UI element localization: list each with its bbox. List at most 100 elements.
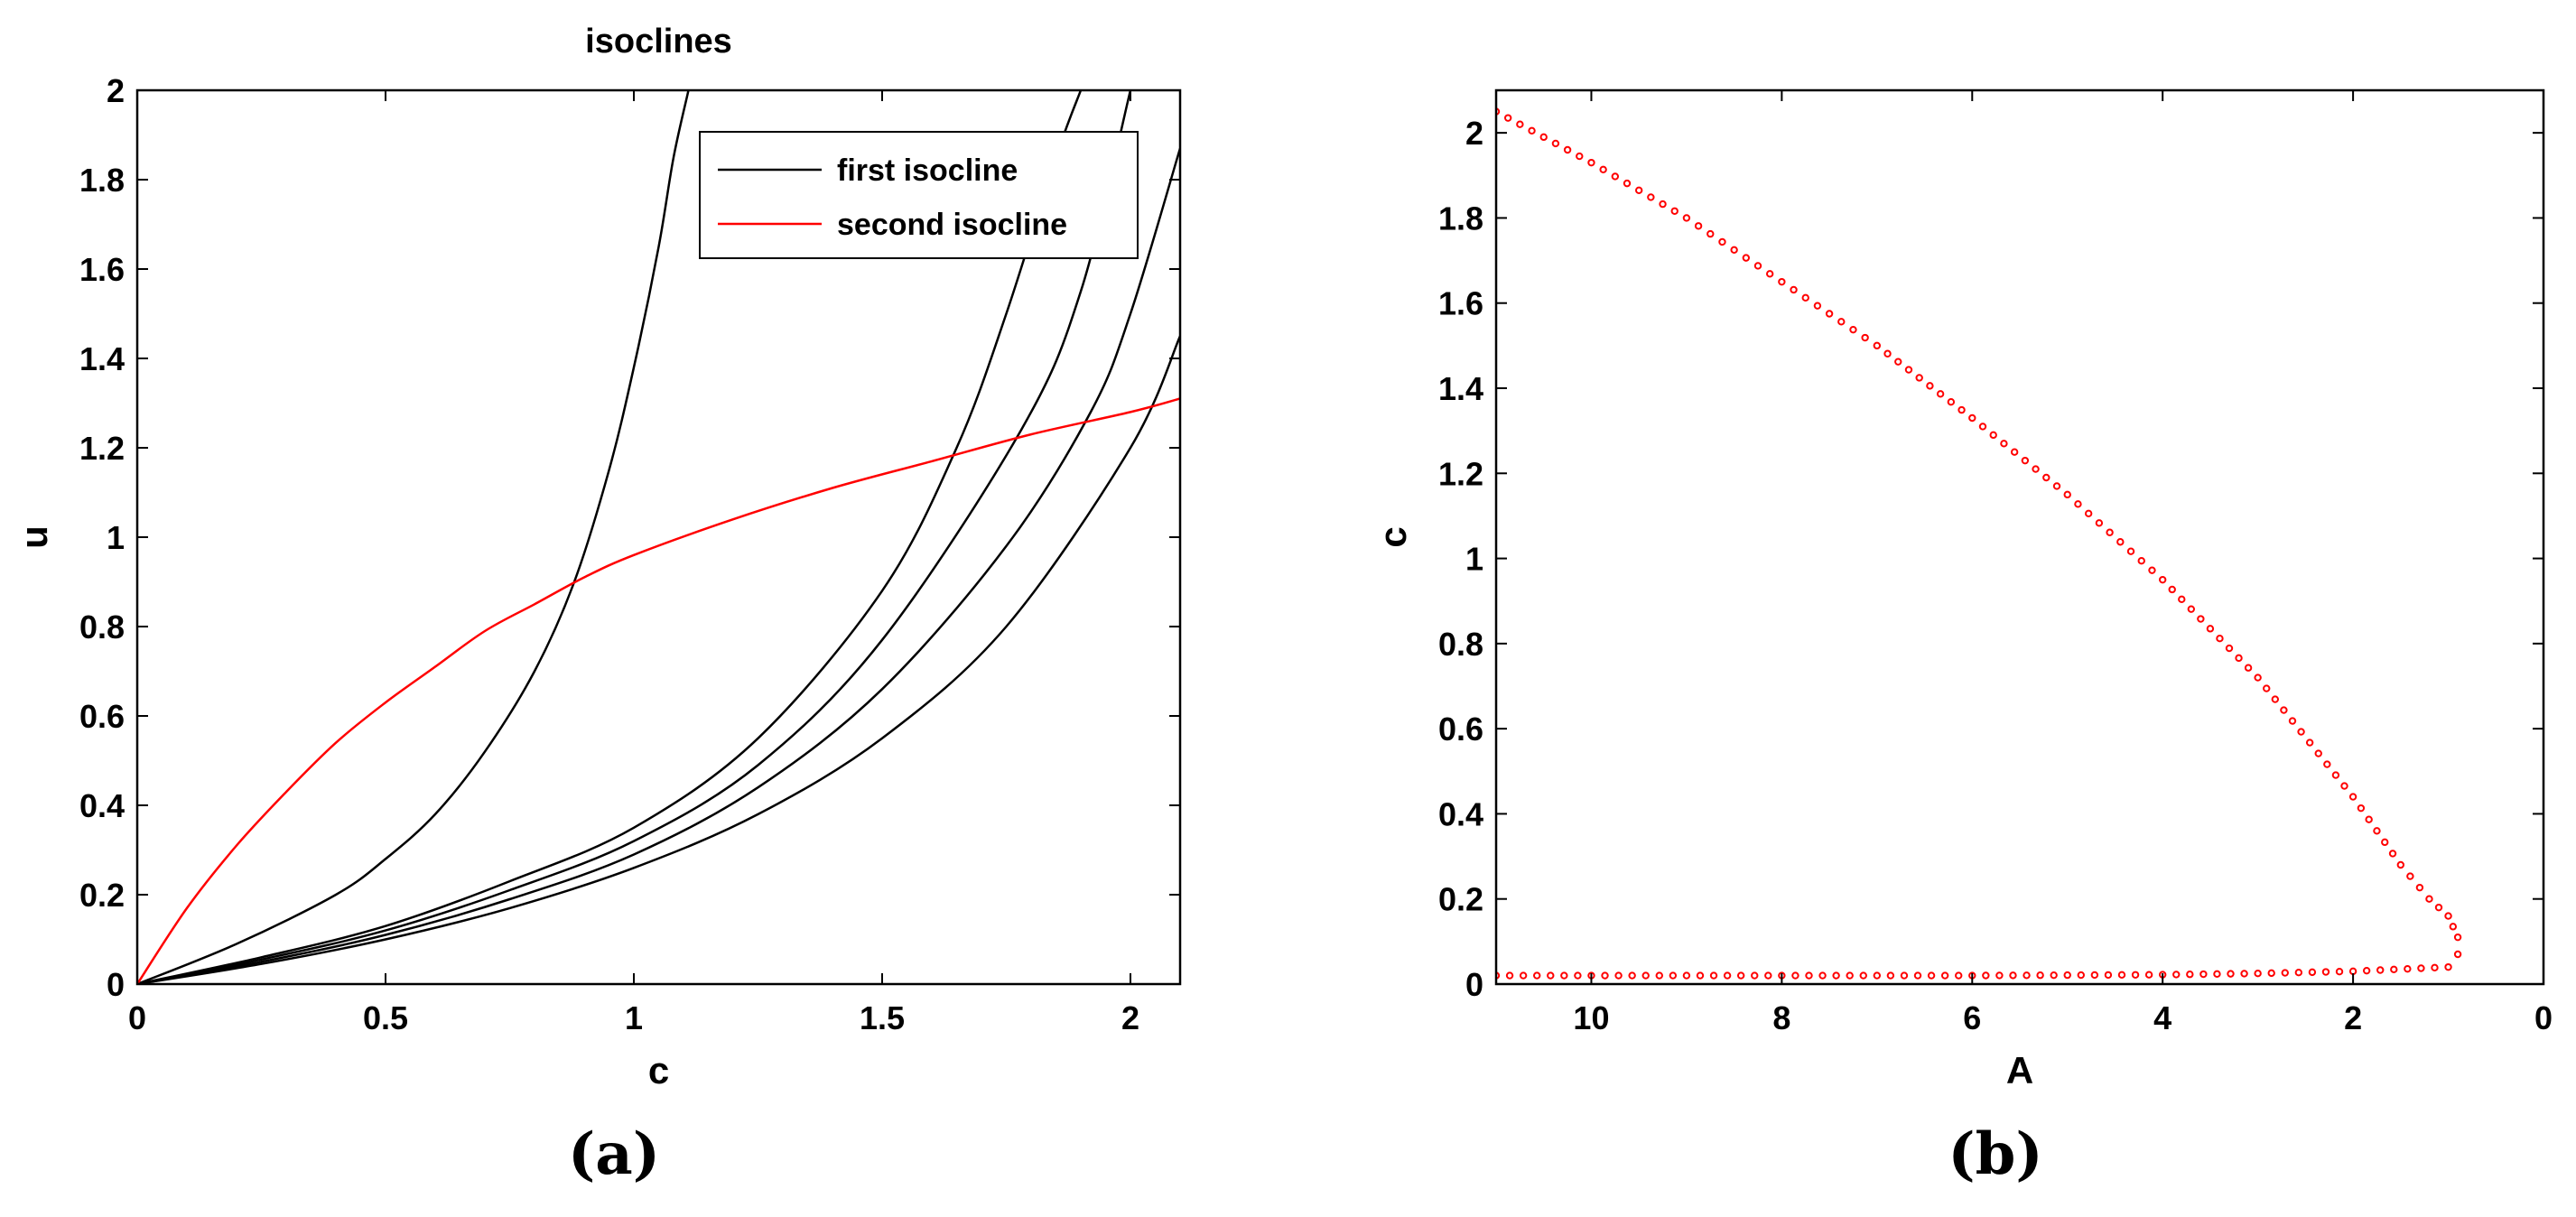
data-point-125 bbox=[2036, 971, 2044, 980]
x-tick-label: 0.5 bbox=[363, 999, 408, 1036]
data-point-35 bbox=[1904, 366, 1913, 374]
data-point-142 bbox=[1805, 971, 1813, 980]
data-point-44 bbox=[2000, 440, 2008, 448]
data-point-30 bbox=[1849, 325, 1857, 334]
data-point-46 bbox=[2021, 456, 2030, 465]
data-point-88 bbox=[2415, 883, 2424, 892]
data-point-107 bbox=[2281, 969, 2289, 977]
data-point-43 bbox=[1989, 431, 1997, 440]
y-tick-label: 1.2 bbox=[1438, 455, 1483, 492]
x-tick-label: 6 bbox=[1963, 999, 1981, 1036]
data-point-55 bbox=[2116, 538, 2125, 546]
data-point-147 bbox=[1736, 971, 1745, 980]
axes-frame bbox=[1494, 88, 2545, 986]
data-point-87 bbox=[2406, 872, 2414, 880]
data-point-96 bbox=[2431, 963, 2439, 972]
data-point-15 bbox=[1670, 207, 1679, 215]
y-tick-label: 0.2 bbox=[1438, 881, 1483, 918]
data-point-114 bbox=[2186, 971, 2194, 979]
data-point-38 bbox=[1936, 390, 1945, 398]
data-point-24 bbox=[1778, 277, 1786, 286]
data-point-81 bbox=[2357, 804, 2366, 813]
data-point-127 bbox=[2009, 971, 2017, 980]
data-point-32 bbox=[1873, 341, 1882, 350]
data-point-8 bbox=[1587, 158, 1595, 167]
data-point-121 bbox=[2090, 971, 2099, 980]
y-tick-label: 2 bbox=[1465, 115, 1483, 152]
series-line-curve-2 bbox=[137, 90, 1132, 984]
data-point-103 bbox=[2335, 967, 2344, 976]
data-point-128 bbox=[1995, 971, 2004, 980]
data-point-104 bbox=[2321, 968, 2330, 976]
series-line-curve-1 bbox=[137, 90, 1083, 984]
data-point-50 bbox=[2063, 490, 2071, 499]
data-point-42 bbox=[1978, 423, 1987, 431]
data-point-157 bbox=[1601, 971, 1609, 980]
data-point-59 bbox=[2158, 575, 2167, 584]
data-point-27 bbox=[1813, 302, 1822, 310]
x-tick-label: 2 bbox=[1121, 999, 1139, 1036]
y-tick-label: 1.6 bbox=[1438, 285, 1483, 322]
data-point-78 bbox=[2331, 771, 2340, 779]
data-point-25 bbox=[1790, 285, 1798, 294]
data-point-94 bbox=[2453, 950, 2462, 959]
data-point-131 bbox=[1955, 971, 1963, 980]
data-point-156 bbox=[1614, 971, 1623, 980]
data-point-140 bbox=[1832, 971, 1840, 980]
data-point-119 bbox=[2117, 971, 2126, 980]
chart-title: isoclines bbox=[585, 23, 732, 60]
data-point-39 bbox=[1947, 397, 1956, 406]
data-point-86 bbox=[2396, 860, 2405, 869]
data-point-148 bbox=[1723, 971, 1732, 980]
data-point-145 bbox=[1764, 971, 1772, 980]
y-tick-label: 0 bbox=[107, 966, 125, 1003]
series-line-curve-3 bbox=[137, 147, 1180, 984]
data-point-22 bbox=[1753, 262, 1762, 270]
data-point-149 bbox=[1709, 971, 1718, 980]
data-point-19 bbox=[1718, 237, 1726, 246]
data-point-76 bbox=[2314, 749, 2322, 757]
y-tick-label: 1.8 bbox=[79, 162, 125, 199]
y-tick-label: 1.4 bbox=[79, 340, 125, 377]
x-tick-label: 4 bbox=[2153, 999, 2171, 1036]
data-point-136 bbox=[1886, 971, 1895, 980]
data-point-74 bbox=[2297, 728, 2305, 736]
data-point-2 bbox=[1516, 120, 1524, 128]
data-point-3 bbox=[1528, 126, 1536, 135]
data-point-36 bbox=[1915, 374, 1923, 382]
data-point-65 bbox=[2216, 635, 2224, 643]
data-point-49 bbox=[2052, 482, 2061, 490]
series-line-curve-4 bbox=[137, 335, 1180, 984]
data-point-123 bbox=[2063, 971, 2071, 980]
data-point-77 bbox=[2323, 760, 2331, 768]
y-tick-label: 1 bbox=[1465, 541, 1483, 578]
data-point-84 bbox=[2381, 838, 2389, 847]
data-point-29 bbox=[1837, 318, 1846, 326]
data-point-110 bbox=[2240, 970, 2248, 978]
data-point-90 bbox=[2434, 903, 2443, 912]
data-point-37 bbox=[1926, 382, 1934, 390]
data-point-124 bbox=[2050, 971, 2058, 980]
legend-entry-label: second isocline bbox=[837, 208, 1067, 242]
data-point-34 bbox=[1894, 358, 1902, 366]
data-point-51 bbox=[2074, 500, 2082, 508]
data-point-153 bbox=[1655, 971, 1663, 980]
data-point-152 bbox=[1669, 971, 1678, 980]
y-tick-label: 1 bbox=[107, 519, 125, 556]
data-point-54 bbox=[2106, 528, 2114, 536]
data-point-14 bbox=[1659, 200, 1667, 209]
data-point-68 bbox=[2244, 664, 2253, 672]
data-point-155 bbox=[1628, 971, 1636, 980]
data-point-138 bbox=[1859, 971, 1867, 980]
data-point-70 bbox=[2263, 684, 2271, 692]
data-point-143 bbox=[1791, 971, 1799, 980]
x-tick-label: 1.5 bbox=[860, 999, 905, 1036]
y-tick-label: 1.8 bbox=[1438, 200, 1483, 237]
data-point-108 bbox=[2267, 969, 2275, 978]
data-point-117 bbox=[2144, 971, 2153, 979]
chart-panel-a: 0 0.5 1 1.5 2 0 0.2 0.4 0.6 0.8 1 1.2 1.4 1.6 1.8 2 c u is… bbox=[13, 23, 1182, 1188]
y-tick-label: 0.4 bbox=[79, 787, 125, 824]
y-tick-label: 0.8 bbox=[79, 608, 125, 646]
data-point-135 bbox=[1900, 971, 1909, 980]
data-point-120 bbox=[2104, 971, 2113, 980]
